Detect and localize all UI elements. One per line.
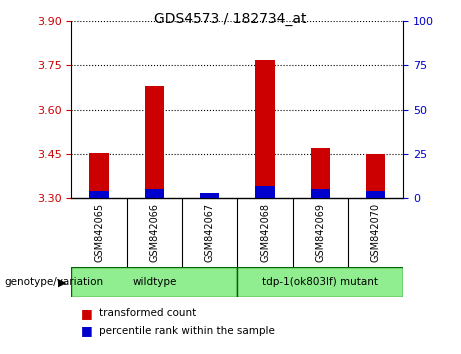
Bar <box>89 191 109 198</box>
Text: percentile rank within the sample: percentile rank within the sample <box>99 326 275 336</box>
Bar <box>200 193 219 198</box>
Bar <box>366 154 385 198</box>
Bar <box>366 191 385 198</box>
Text: GSM842066: GSM842066 <box>149 203 160 262</box>
Text: transformed count: transformed count <box>99 308 196 318</box>
Bar <box>200 194 219 198</box>
Bar <box>71 267 237 297</box>
Text: GDS4573 / 182734_at: GDS4573 / 182734_at <box>154 12 307 27</box>
Bar <box>255 59 275 198</box>
Bar <box>255 186 275 198</box>
Text: ■: ■ <box>81 307 92 320</box>
Text: GSM842068: GSM842068 <box>260 203 270 262</box>
Text: GSM842069: GSM842069 <box>315 203 325 262</box>
Text: GSM842067: GSM842067 <box>205 203 215 262</box>
Bar <box>311 189 330 198</box>
Bar <box>145 189 164 198</box>
Text: genotype/variation: genotype/variation <box>5 277 104 287</box>
Text: wildtype: wildtype <box>132 277 177 287</box>
Bar <box>145 86 164 198</box>
Text: ▶: ▶ <box>58 277 66 287</box>
Text: GSM842065: GSM842065 <box>94 203 104 262</box>
Bar <box>89 153 109 198</box>
Text: tdp-1(ok803lf) mutant: tdp-1(ok803lf) mutant <box>262 277 378 287</box>
Text: GSM842070: GSM842070 <box>371 203 381 262</box>
Text: ■: ■ <box>81 325 92 337</box>
Bar <box>237 267 403 297</box>
Bar <box>311 148 330 198</box>
